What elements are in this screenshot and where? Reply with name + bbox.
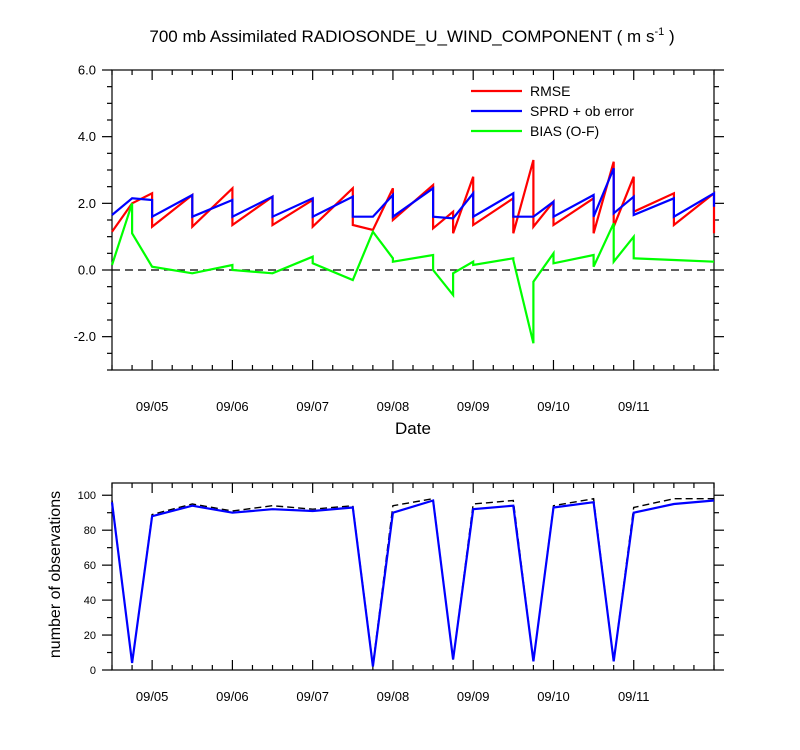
bottom-ytick-label: 40: [84, 595, 96, 607]
chart-title-suffix: ): [664, 27, 674, 46]
top-series-sprd-ob-error: [111, 167, 716, 220]
chart-title-prefix: 700 mb Assimilated RADIOSONDE_U_WIND_COM…: [149, 27, 654, 46]
bottom-ytick-label: 0: [90, 665, 96, 677]
bottom-ytick-label: 20: [84, 630, 96, 642]
bottom-xtick-label: 09/06: [216, 689, 249, 704]
bottom-xtick-label: 09/09: [457, 689, 490, 704]
top-ytick-label: 6.0: [78, 63, 96, 78]
bottom-xtick-label: 09/05: [136, 689, 169, 704]
bottom-ytick-label: 60: [84, 560, 96, 572]
legend-label: BIAS (O-F): [530, 123, 599, 139]
bottom-ytick-label: 80: [84, 525, 96, 537]
top-xtick-label: 09/10: [537, 399, 570, 414]
top-xtick-label: 09/08: [377, 399, 410, 414]
bottom-plot-frame: [111, 482, 715, 671]
top-panel: 09/05 09/06 09/07 09/08 09/09 09/10 09/11 -2.0 0…: [74, 63, 724, 438]
bottom-xtick-label: 09/07: [296, 689, 329, 704]
top-ytick-label: -2.0: [74, 329, 96, 344]
top-xtick-label: 09/11: [618, 399, 650, 414]
bottom-ytick-label: 100: [78, 490, 96, 502]
bottom-xtick-label: 09/10: [537, 689, 570, 704]
bottom-yaxis-label: number of observations: [47, 491, 64, 658]
top-xtick-label: 09/09: [457, 399, 490, 414]
bottom-series-used: [110, 499, 715, 667]
top-xtick-label: 09/05: [136, 399, 169, 414]
top-series-bias-o-f: [110, 202, 715, 344]
chart-title-exponent: -1: [654, 26, 664, 38]
bottom-xtick-label: 09/11: [618, 689, 650, 704]
legend-label: SPRD + ob error: [530, 103, 634, 119]
chart-title: 700 mb Assimilated RADIOSONDE_U_WIND_COM…: [149, 26, 674, 46]
top-ytick-label: 0.0: [78, 263, 96, 278]
bottom-xtick-label: 09/08: [377, 689, 410, 704]
top-series-rmse: [111, 159, 716, 234]
top-xaxis-label: Date: [395, 419, 431, 438]
top-ytick-label: 2.0: [78, 196, 96, 211]
top-ytick-label: 4.0: [78, 129, 96, 144]
top-xtick-label: 09/07: [296, 399, 329, 414]
bottom-panel: 09/05 09/06 09/07 09/08 09/09 09/10 09/11 0 20 40…: [47, 482, 724, 704]
legend-label: RMSE: [530, 83, 570, 99]
top-xtick-label: 09/06: [216, 399, 249, 414]
